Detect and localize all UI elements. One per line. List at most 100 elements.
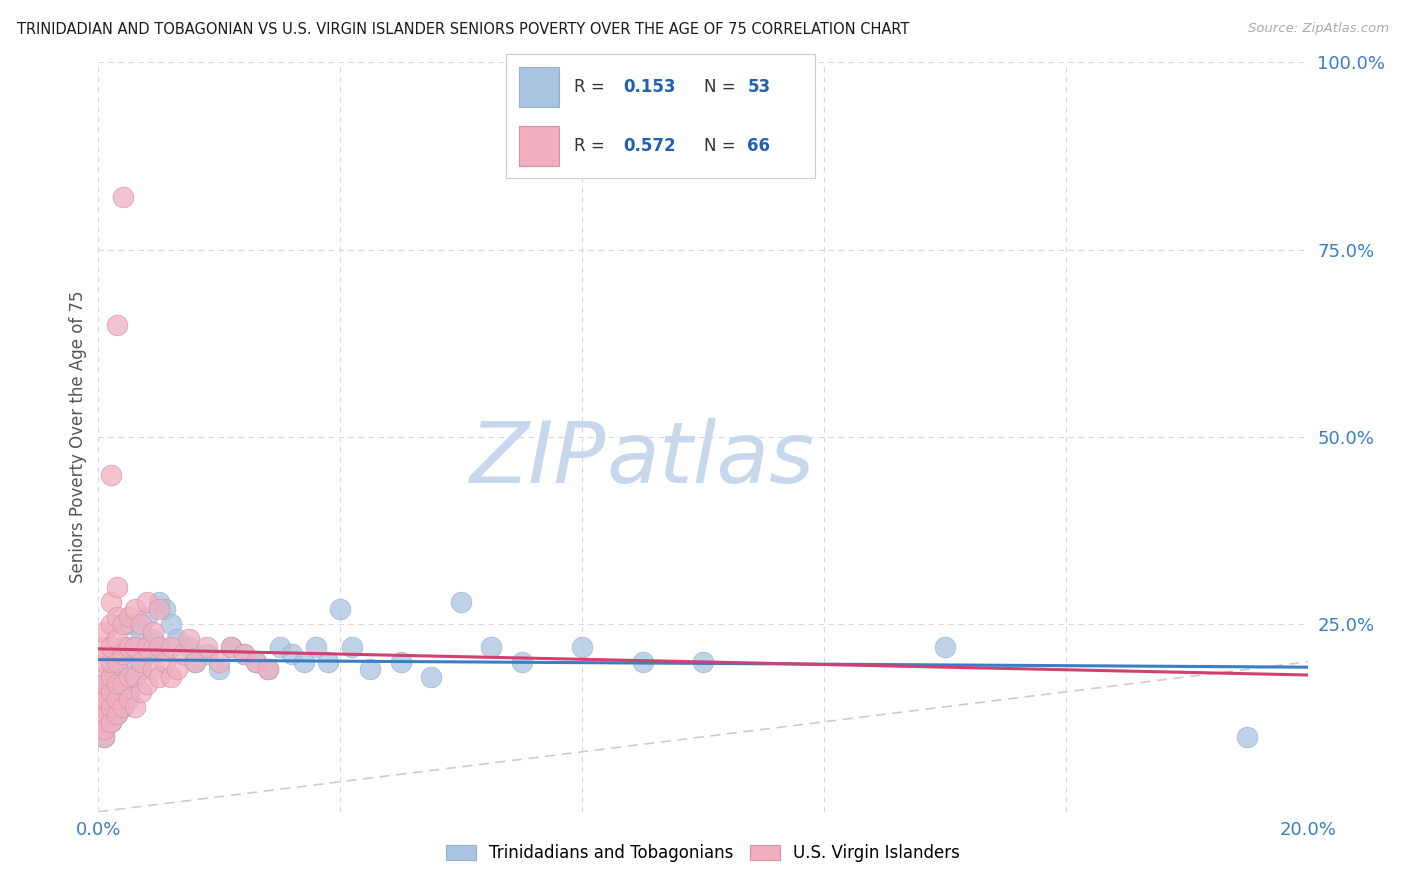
Point xyxy=(100,670,122,684)
Point xyxy=(153,655,176,669)
Point xyxy=(124,640,146,654)
Point xyxy=(100,617,122,632)
Point xyxy=(93,677,115,691)
Point xyxy=(208,655,231,669)
Text: 66: 66 xyxy=(748,137,770,155)
Text: N =: N = xyxy=(704,137,741,155)
Point xyxy=(100,595,122,609)
Point xyxy=(142,662,165,676)
Point xyxy=(105,655,128,669)
Point xyxy=(245,655,267,669)
Point xyxy=(221,640,243,654)
Point xyxy=(118,610,141,624)
Point xyxy=(135,610,157,624)
Point xyxy=(105,610,128,624)
Point xyxy=(129,685,152,699)
FancyBboxPatch shape xyxy=(519,67,558,107)
Point xyxy=(124,640,146,654)
Point xyxy=(105,692,128,706)
Point xyxy=(179,632,201,647)
Legend: Trinidadians and Tobagonians, U.S. Virgin Islanders: Trinidadians and Tobagonians, U.S. Virgi… xyxy=(437,836,969,871)
Point xyxy=(420,670,443,684)
Point xyxy=(510,655,533,669)
Point xyxy=(100,699,122,714)
Text: N =: N = xyxy=(704,78,741,96)
Point xyxy=(100,467,122,482)
Point xyxy=(124,670,146,684)
Point xyxy=(129,617,152,632)
Point xyxy=(129,655,152,669)
Text: R =: R = xyxy=(574,78,610,96)
Point xyxy=(142,624,165,639)
Point xyxy=(100,714,122,729)
Point xyxy=(93,624,115,639)
Point xyxy=(934,640,956,654)
Point xyxy=(166,632,188,647)
Point xyxy=(269,640,291,654)
Point xyxy=(118,685,141,699)
Point xyxy=(160,617,183,632)
Point xyxy=(153,602,176,616)
Point xyxy=(281,648,304,662)
Point xyxy=(118,655,141,669)
Point xyxy=(481,640,503,654)
Point xyxy=(118,670,141,684)
Point xyxy=(184,655,207,669)
Point xyxy=(360,662,382,676)
Point xyxy=(692,655,714,669)
Point xyxy=(111,699,134,714)
Point xyxy=(232,648,254,662)
Point xyxy=(105,677,128,691)
Text: R =: R = xyxy=(574,137,610,155)
Point xyxy=(93,655,115,669)
Point xyxy=(256,662,278,676)
Point xyxy=(105,632,128,647)
FancyBboxPatch shape xyxy=(519,126,558,166)
Point xyxy=(135,595,157,609)
Point xyxy=(100,692,122,706)
Point xyxy=(124,670,146,684)
Text: TRINIDADIAN AND TOBAGONIAN VS U.S. VIRGIN ISLANDER SENIORS POVERTY OVER THE AGE : TRINIDADIAN AND TOBAGONIAN VS U.S. VIRGI… xyxy=(17,22,910,37)
Point xyxy=(111,670,134,684)
Point xyxy=(148,640,170,654)
Point xyxy=(105,677,128,691)
Point xyxy=(450,595,472,609)
Text: atlas: atlas xyxy=(606,418,814,501)
Point xyxy=(142,632,165,647)
Point xyxy=(160,640,183,654)
Point xyxy=(100,670,122,684)
Point xyxy=(124,699,146,714)
Point xyxy=(111,677,134,691)
Point xyxy=(160,670,183,684)
Point xyxy=(111,699,134,714)
Point xyxy=(135,640,157,654)
Point xyxy=(135,677,157,691)
Point xyxy=(118,640,141,654)
Point xyxy=(195,648,218,662)
Point xyxy=(93,707,115,722)
Point xyxy=(124,602,146,616)
Point xyxy=(305,640,328,654)
Point xyxy=(111,190,134,204)
Text: ZIP: ZIP xyxy=(470,418,606,501)
Point xyxy=(100,655,122,669)
Point xyxy=(1236,730,1258,744)
Point xyxy=(105,707,128,722)
Point xyxy=(245,655,267,669)
Point xyxy=(179,640,201,654)
Point xyxy=(148,595,170,609)
Point xyxy=(111,648,134,662)
Point xyxy=(105,580,128,594)
Point xyxy=(166,662,188,676)
Point xyxy=(135,648,157,662)
Point xyxy=(148,670,170,684)
Point xyxy=(208,662,231,676)
Text: Source: ZipAtlas.com: Source: ZipAtlas.com xyxy=(1249,22,1389,36)
Y-axis label: Seniors Poverty Over the Age of 75: Seniors Poverty Over the Age of 75 xyxy=(69,291,87,583)
Point xyxy=(93,714,115,729)
Point xyxy=(148,640,170,654)
Point xyxy=(100,685,122,699)
Point xyxy=(111,617,134,632)
Point xyxy=(316,655,339,669)
Point xyxy=(129,662,152,676)
